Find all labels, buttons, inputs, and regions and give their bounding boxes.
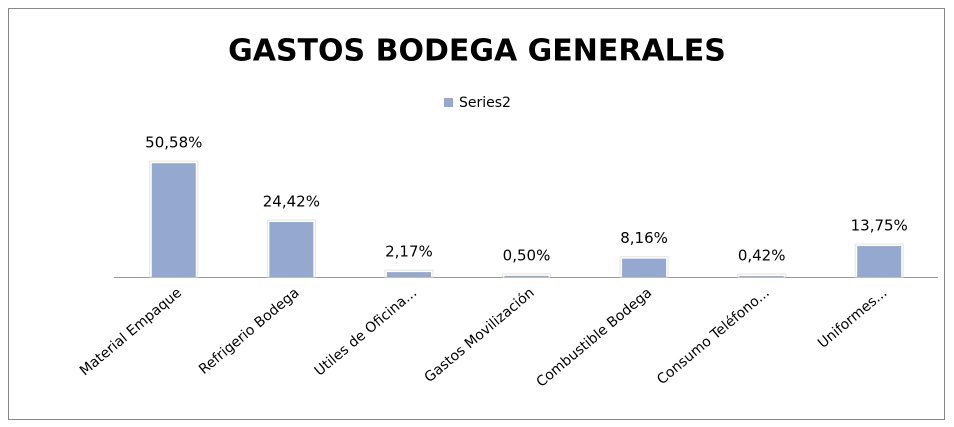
data-label: 8,16% bbox=[620, 229, 668, 247]
data-label: 24,42% bbox=[263, 193, 320, 211]
chart-title: GASTOS BODEGA GENERALES bbox=[228, 34, 726, 69]
bar bbox=[269, 222, 314, 277]
bar bbox=[857, 246, 902, 277]
legend-label: Series2 bbox=[459, 95, 511, 111]
data-label: 2,17% bbox=[385, 243, 433, 261]
data-label: 13,75% bbox=[851, 217, 908, 235]
bar bbox=[622, 258, 667, 277]
data-label: 50,58% bbox=[145, 134, 202, 152]
legend-swatch bbox=[444, 98, 453, 107]
data-label: 0,50% bbox=[503, 246, 551, 264]
bar bbox=[386, 272, 431, 277]
chart-border bbox=[8, 8, 945, 420]
data-label: 0,42% bbox=[738, 247, 786, 265]
bar bbox=[504, 275, 549, 277]
bar bbox=[151, 163, 196, 277]
bar bbox=[739, 276, 784, 277]
